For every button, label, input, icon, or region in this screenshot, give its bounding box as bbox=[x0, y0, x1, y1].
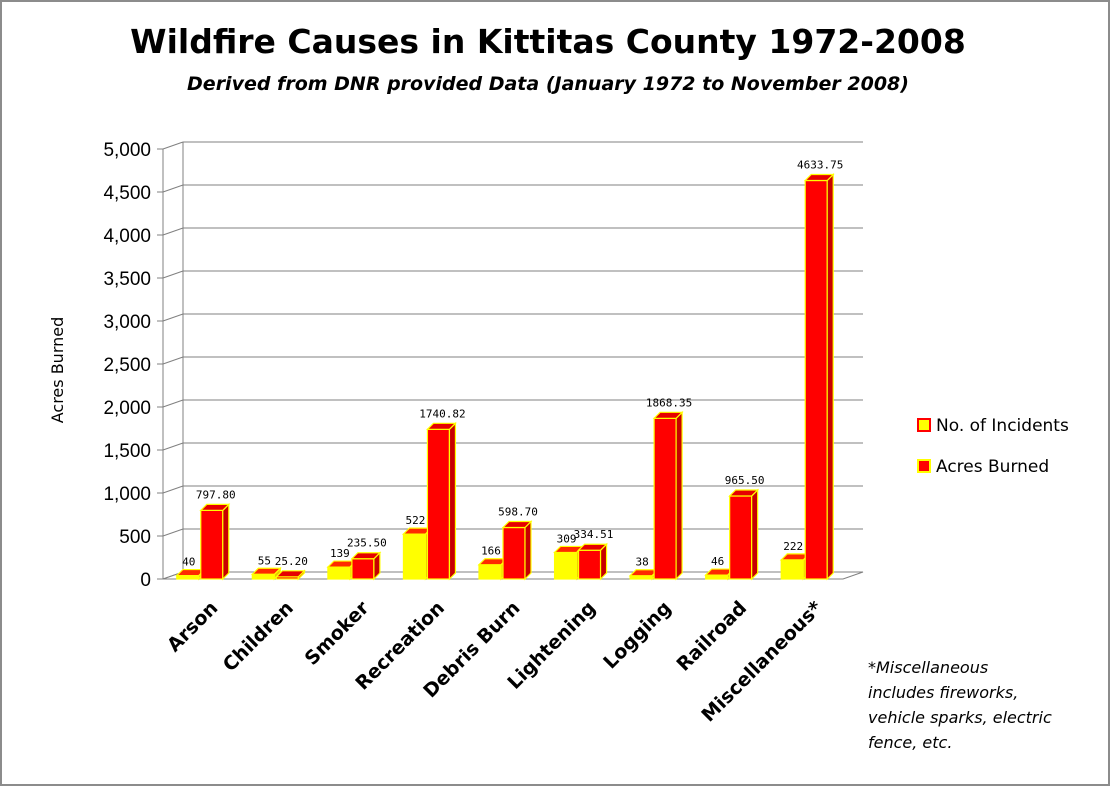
y-tick-label: 5,000 bbox=[103, 140, 151, 161]
bar-incidents-front bbox=[252, 574, 274, 579]
data-label-acres: 965.50 bbox=[725, 474, 765, 487]
footnote-line-1: *Miscellaneous bbox=[868, 658, 988, 677]
data-label-incidents: 38 bbox=[635, 556, 648, 569]
gridline-side bbox=[163, 271, 183, 278]
legend: No. of Incidents Acres Burned bbox=[918, 416, 1069, 477]
gridline-side bbox=[163, 443, 183, 450]
data-label-acres: 1868.35 bbox=[646, 396, 692, 409]
bar-incidents-front bbox=[555, 552, 577, 579]
bar-acres-front bbox=[201, 510, 223, 579]
gridline-side bbox=[163, 486, 183, 493]
bar-acres-side bbox=[223, 504, 229, 579]
chart-title: Wildfire Causes in Kittitas County 1972-… bbox=[130, 22, 966, 61]
gridline-side bbox=[163, 142, 183, 149]
legend-swatch-acres bbox=[918, 460, 930, 472]
bar-acres-front bbox=[654, 418, 676, 579]
y-tick-label: 3,500 bbox=[103, 269, 151, 290]
gridline-side bbox=[163, 400, 183, 407]
legend-swatch-incidents bbox=[918, 419, 930, 431]
footnote-line-2: includes fireworks, bbox=[868, 683, 1018, 702]
data-label-acres: 235.50 bbox=[347, 537, 387, 550]
bar-acres bbox=[579, 544, 607, 579]
y-tick-label: 2,000 bbox=[103, 398, 151, 419]
data-label-incidents: 166 bbox=[481, 545, 501, 558]
y-tick-label: 3,000 bbox=[103, 312, 151, 333]
bar-acres bbox=[276, 571, 304, 579]
y-tick-label: 1,500 bbox=[103, 441, 151, 462]
bar-acres-front bbox=[805, 180, 827, 579]
bar-acres-front bbox=[503, 528, 525, 579]
bar-incidents-front bbox=[328, 567, 350, 579]
y-tick-label: 0 bbox=[140, 570, 151, 591]
data-label-acres: 4633.75 bbox=[797, 158, 843, 171]
gridline-side bbox=[163, 529, 183, 536]
x-tick-label: Logging bbox=[599, 597, 675, 673]
y-tick-label: 4,500 bbox=[103, 183, 151, 204]
bar-incidents-front bbox=[479, 565, 501, 579]
x-tick-label: Smoker bbox=[301, 597, 374, 670]
data-label-acres: 1740.82 bbox=[419, 407, 465, 420]
x-tick-label: Arson bbox=[163, 597, 222, 656]
data-label-incidents: 522 bbox=[406, 514, 426, 527]
chart-subtitle: Derived from DNR provided Data (January … bbox=[187, 73, 909, 95]
bar-acres bbox=[654, 412, 682, 579]
data-label-acres: 25.20 bbox=[275, 555, 308, 568]
y-axis-label: Acres Burned bbox=[48, 317, 67, 424]
x-tick-label: Railroad bbox=[672, 597, 751, 676]
bar-acres-front bbox=[352, 559, 374, 579]
bar-acres bbox=[503, 522, 531, 579]
data-label-incidents: 40 bbox=[182, 556, 195, 569]
data-label-incidents: 222 bbox=[783, 540, 803, 553]
y-tick-labels: 0 500 1,000 1,500 2,000 2,500 3,000 3,500 4,000 4… bbox=[103, 140, 151, 591]
y-tick-label: 1,000 bbox=[103, 484, 151, 505]
data-label-incidents: 55 bbox=[258, 554, 271, 567]
legend-label-acres: Acres Burned bbox=[936, 457, 1049, 477]
y-tick-label: 2,500 bbox=[103, 355, 151, 376]
gridline-side bbox=[163, 185, 183, 192]
bar-incidents-front bbox=[403, 534, 425, 579]
gridline-side bbox=[163, 314, 183, 321]
y-tick-label: 500 bbox=[119, 527, 151, 548]
bar-incidents-front bbox=[781, 560, 803, 579]
bar-acres bbox=[201, 504, 229, 579]
gridline-side bbox=[163, 228, 183, 235]
x-tick-label: Children bbox=[219, 597, 298, 676]
bar-acres-side bbox=[525, 522, 531, 579]
bar-acres-front bbox=[730, 496, 752, 579]
bar-acres-front bbox=[579, 550, 601, 579]
bar-acres-side bbox=[752, 490, 758, 579]
data-label-acres: 334.51 bbox=[574, 528, 614, 541]
bar-acres-side bbox=[449, 423, 455, 579]
data-label-incidents: 46 bbox=[711, 555, 724, 568]
data-label-acres: 797.80 bbox=[196, 488, 236, 501]
bar-acres-front bbox=[427, 429, 449, 579]
footnote-line-3: vehicle sparks, electric bbox=[868, 708, 1052, 727]
footnote: *Miscellaneous includes fireworks, vehic… bbox=[868, 658, 1052, 752]
gridline-side bbox=[163, 357, 183, 364]
bar-acres bbox=[805, 174, 833, 579]
data-label-acres: 598.70 bbox=[498, 506, 538, 519]
y-tick-label: 4,000 bbox=[103, 226, 151, 247]
legend-label-incidents: No. of Incidents bbox=[936, 416, 1069, 436]
bar-acres bbox=[730, 490, 758, 579]
bar-acres-side bbox=[827, 174, 833, 579]
footnote-line-4: fence, etc. bbox=[868, 733, 952, 752]
bar-acres bbox=[352, 553, 380, 579]
bar-acres bbox=[427, 423, 455, 579]
bar-acres-side bbox=[676, 412, 682, 579]
